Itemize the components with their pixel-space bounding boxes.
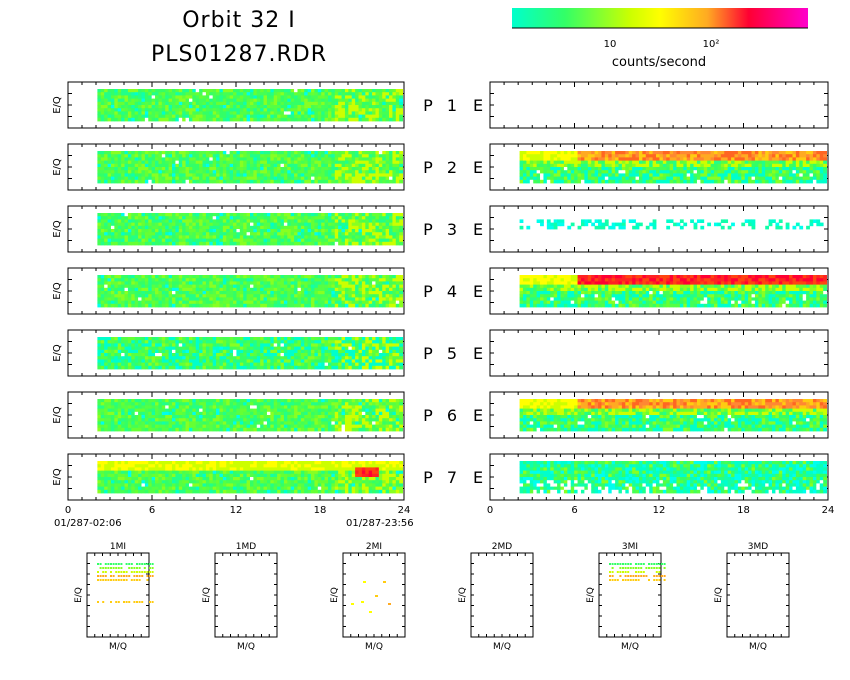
heatmap-cells-right-6 [519,399,827,432]
mass-panel-title: 2MD [492,542,512,552]
panel-label-e: E [473,220,483,239]
panel-label-e: E [473,282,483,301]
mass-panel-title: 1MI [110,542,126,552]
panel-label-e: E [473,96,483,115]
mass-panel-ylabel: E/Q [330,587,340,603]
panel-label-p: P [423,406,433,425]
x-tick-label-right: 6 [571,505,577,516]
panel-label-p: P [423,468,433,487]
panel-label-number: 5 [447,344,457,363]
ylabel-eq: E/Q [52,220,63,238]
mass-panel-1mi [86,552,150,638]
colorbar-tick-label: 10 [604,39,617,50]
ylabel-eq: E/Q [52,406,63,424]
file-name: PLS01287.RDR [151,42,327,67]
mass-panel-title: 1MD [236,542,256,552]
x-tick-label-right: 18 [737,505,750,516]
panel-label-p: P [423,96,433,115]
start-time-label: 01/287-02:06 [54,518,122,529]
heatmap-cells-left-3 [97,213,403,246]
panel-label-p: P [423,282,433,301]
mass-panel-xlabel: M/Q [237,642,255,652]
ylabel-eq: E/Q [52,96,63,114]
panel-label-p: P [423,344,433,363]
ylabel-eq: E/Q [52,468,63,486]
heatmap-cells-left-4 [97,275,403,308]
heatmap-cells-left-6 [97,399,403,432]
panel-label-e: E [473,158,483,177]
mass-panel-title: 2MI [366,542,382,552]
heatmap-cells-left-2 [97,151,403,184]
mass-panel-data [351,581,391,613]
mass-panel-data [609,563,666,581]
x-tick-label-right: 12 [653,505,666,516]
x-tick-label-left: 18 [314,505,327,516]
heatmap-cells-right-4 [519,275,827,308]
mass-panel-xlabel: M/Q [109,642,127,652]
mass-panel-data [97,563,154,603]
panel-label-number: 4 [447,282,457,301]
mass-panel-title: 3MI [622,542,638,552]
panel-right-1 [489,81,829,129]
x-tick-label-left: 24 [398,505,411,516]
ylabel-eq: E/Q [52,344,63,362]
heatmap-cells-right-7 [519,461,827,494]
mass-panel-xlabel: M/Q [365,642,383,652]
heatmap-cells-left-5 [97,337,403,370]
x-tick-label-right: 24 [822,505,835,516]
mass-panel-ylabel: E/Q [714,587,724,603]
colorbar-tick-label: 10² [703,39,720,50]
x-tick-label-right: 0 [487,505,493,516]
end-time-label: 01/287-23:56 [346,518,414,529]
mass-panel-ylabel: E/Q [202,587,212,603]
colorbar [512,8,808,28]
panel-label-e: E [473,344,483,363]
x-tick-label-left: 6 [149,505,155,516]
mass-panel-ylabel: E/Q [458,587,468,603]
mass-panel-3mi [598,552,662,638]
panel-label-e: E [473,468,483,487]
page-title: Orbit 32 I [182,8,296,33]
heatmap-cells-left-7 [97,461,403,494]
panel-label-number: 3 [447,220,457,239]
heatmap-cells-left-1 [97,89,403,122]
panel-label-number: 2 [447,158,457,177]
panel-right-5 [489,329,829,377]
mass-panel-3md [726,552,790,638]
panel-label-p: P [423,220,433,239]
x-tick-label-left: 0 [65,505,71,516]
panel-label-p: P [423,158,433,177]
heatmap-cells-right-3 [519,219,824,230]
mass-panel-ylabel: E/Q [74,587,84,603]
mass-panel-2mi [342,552,406,638]
panel-label-e: E [473,406,483,425]
x-tick-label-left: 12 [230,505,243,516]
mass-panel-title: 3MD [748,542,768,552]
panel-label-number: 1 [447,96,457,115]
ylabel-eq: E/Q [52,158,63,176]
panel-label-number: 7 [447,468,457,487]
mass-panel-ylabel: E/Q [586,587,596,603]
ylabel-eq: E/Q [52,282,63,300]
mass-panel-2md [470,552,534,638]
heatmap-cells-right-2 [519,151,827,184]
colorbar-unit-label: counts/second [612,55,706,70]
mass-panel-xlabel: M/Q [749,642,767,652]
panel-label-number: 6 [447,406,457,425]
mass-panel-1md [214,552,278,638]
mass-panel-xlabel: M/Q [621,642,639,652]
mass-panel-xlabel: M/Q [493,642,511,652]
